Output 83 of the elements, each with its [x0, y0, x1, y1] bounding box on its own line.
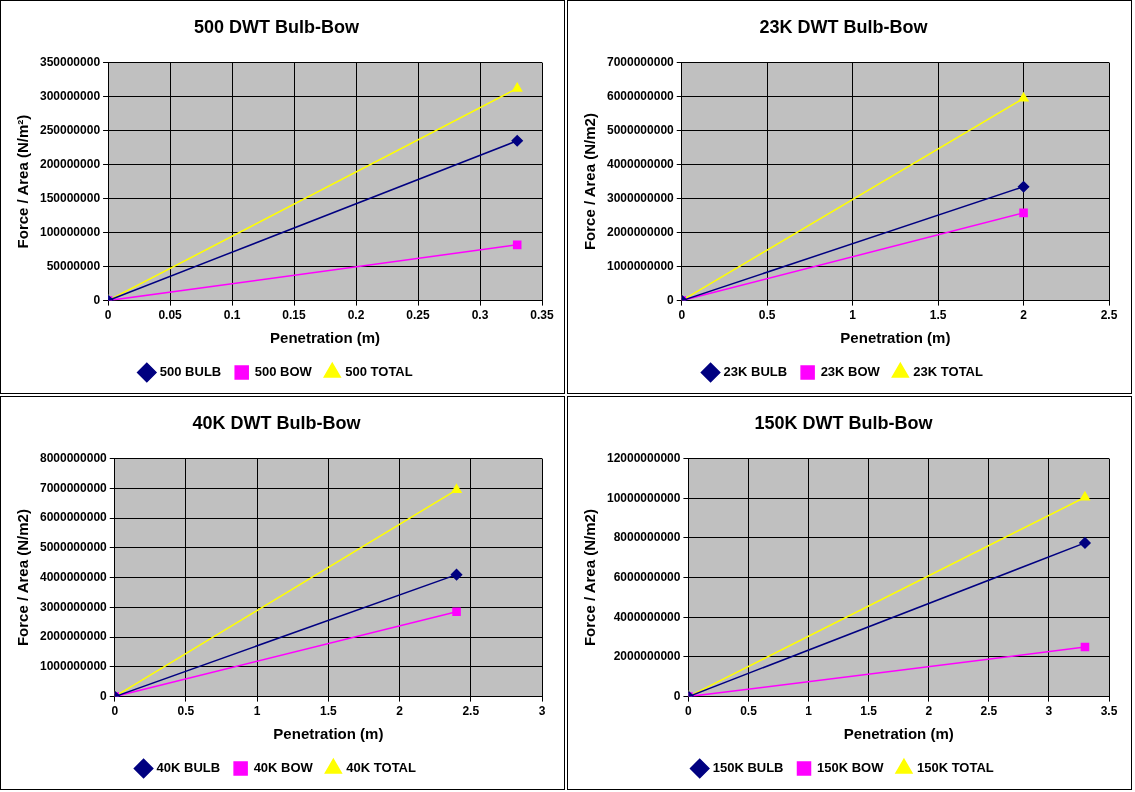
y-tick-label: 4000000000	[606, 156, 675, 171]
y-tick-label: 1000000000	[39, 659, 108, 674]
y-tick-label: 150000000	[39, 190, 101, 205]
x-tick-label: 0.5	[177, 704, 195, 719]
y-tick-label: 6000000000	[606, 88, 675, 103]
x-tick-label: 0	[111, 704, 119, 719]
x-tick-label: 1	[253, 704, 261, 719]
y-tick-label: 6000000000	[39, 510, 108, 525]
legend-label: 40K BULB	[156, 760, 221, 776]
chart-title: 40K DWT Bulb-Bow	[192, 412, 362, 433]
y-axis-title: Force / Area (N/m2)	[581, 113, 599, 251]
legend-label: 23K BULB	[723, 364, 788, 380]
y-tick-label: 4000000000	[613, 609, 681, 624]
y-tick-label: 5000000000	[39, 540, 108, 555]
x-tick-label: 0.3	[471, 308, 489, 323]
x-tick-label: 0.1	[223, 308, 241, 323]
x-tick-label: 3.5	[1100, 704, 1118, 719]
x-tick-label: 2.5	[462, 704, 480, 719]
x-axis-title: Penetration (m)	[843, 725, 954, 743]
y-tick-label: 7000000000	[39, 480, 108, 495]
y-tick-label: 250000000	[39, 122, 101, 137]
legend-label: 150K BOW	[817, 760, 885, 776]
x-tick-label: 1.5	[929, 308, 947, 323]
x-tick-label: 0	[685, 704, 693, 719]
y-tick-label: 0	[673, 688, 681, 703]
x-tick-label: 0.15	[282, 308, 307, 323]
chart-title: 150K DWT Bulb-Bow	[754, 412, 934, 433]
x-tick-label: 2	[1020, 308, 1028, 323]
y-tick-label: 1000000000	[606, 258, 675, 273]
y-tick-label: 50000000	[46, 258, 101, 273]
y-tick-label: 7000000000	[606, 54, 675, 69]
y-tick-label: 8000000000	[613, 530, 681, 545]
chart-title: 500 DWT Bulb-Bow	[194, 16, 360, 37]
x-axis-title: Penetration (m)	[840, 329, 951, 347]
x-tick-label: 3	[538, 704, 546, 719]
y-axis-title: Force / Area (N/m²)	[14, 114, 32, 249]
x-tick-label: 2	[925, 704, 933, 719]
legend-label: 40K BOW	[253, 760, 314, 776]
x-tick-label: 0.5	[740, 704, 758, 719]
x-tick-label: 1.5	[860, 704, 878, 719]
y-tick-label: 350000000	[39, 54, 101, 69]
x-tick-label: 0.35	[530, 308, 554, 323]
y-tick-label: 4000000000	[39, 569, 108, 584]
x-tick-label: 1.5	[320, 704, 338, 719]
x-axis-title: Penetration (m)	[273, 725, 384, 743]
x-tick-label: 0.05	[158, 308, 183, 323]
y-tick-label: 0	[667, 292, 675, 307]
x-tick-label: 1	[805, 704, 813, 719]
legend-label: 23K TOTAL	[913, 364, 983, 380]
x-tick-label: 0.5	[758, 308, 776, 323]
legend-label: 500 BULB	[159, 364, 222, 380]
y-tick-label: 0	[93, 292, 101, 307]
x-axis-title: Penetration (m)	[270, 329, 381, 347]
y-tick-label: 200000000	[39, 156, 101, 171]
x-tick-label: 2.5	[980, 704, 998, 719]
y-tick-label: 6000000000	[613, 569, 681, 584]
y-tick-label: 3000000000	[606, 190, 675, 205]
y-tick-label: 2000000000	[613, 649, 681, 664]
x-tick-label: 0.2	[347, 308, 365, 323]
legend-label: 500 BOW	[254, 364, 313, 380]
x-tick-label: 0.25	[406, 308, 431, 323]
legend-label: 23K BOW	[820, 364, 881, 380]
y-tick-label: 2000000000	[39, 629, 108, 644]
legend-label: 500 TOTAL	[345, 364, 413, 380]
y-tick-label: 8000000000	[39, 450, 108, 465]
y-axis-title: Force / Area (N/m2)	[14, 509, 32, 647]
legend-label: 150K TOTAL	[916, 760, 994, 776]
y-tick-label: 5000000000	[606, 122, 675, 137]
x-tick-label: 1	[849, 308, 857, 323]
legend-label: 40K TOTAL	[346, 760, 416, 776]
y-tick-label: 100000000	[39, 224, 101, 239]
x-tick-label: 2.5	[1100, 308, 1118, 323]
chart-title: 23K DWT Bulb-Bow	[759, 16, 929, 37]
y-tick-label: 2000000000	[606, 224, 675, 239]
y-tick-label: 3000000000	[39, 599, 108, 614]
legend-label: 150K BULB	[712, 760, 784, 776]
x-tick-label: 2	[396, 704, 404, 719]
y-tick-label: 300000000	[39, 88, 101, 103]
y-axis-title: Force / Area (N/m2)	[581, 509, 599, 647]
x-tick-label: 3	[1045, 704, 1053, 719]
y-tick-label: 0	[100, 688, 108, 703]
y-tick-label: 10000000000	[606, 490, 681, 505]
y-tick-label: 12000000000	[606, 450, 681, 465]
